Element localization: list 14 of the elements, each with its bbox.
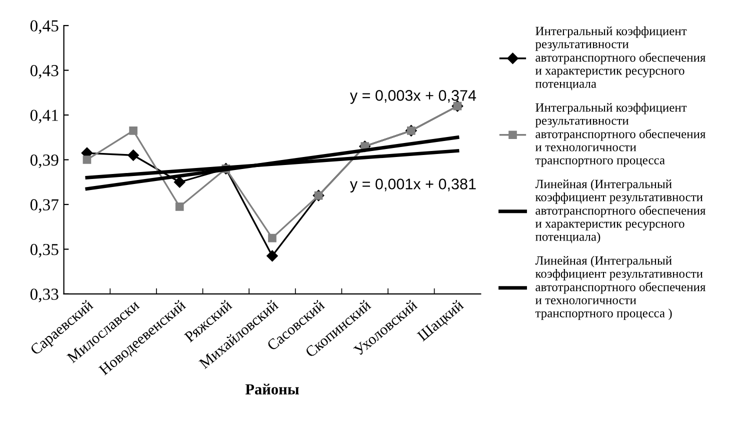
annotation: y = 0,001x + 0,381: [350, 178, 476, 192]
legend-label: Линейная (Интегральный коэффициент результативности автотранспортного обеспечения и технологичности транспортного процесса ): [535, 256, 706, 320]
legend-label: Интегральный коэффициент результативности автотранспортного обеспечения и технологичности транспортного процесса: [535, 102, 706, 167]
annotation: y = 0,003x + 0,374: [350, 90, 476, 104]
y-tick-label: 0,45: [30, 20, 58, 34]
y-tick-label: 0,35: [30, 244, 58, 258]
legend-label: Интегральный коэффициент результативности автотранспортного обеспечения и характеристик ресурсного потенциала: [535, 26, 706, 90]
y-tick-label: 0,43: [30, 64, 58, 79]
y-tick-label: 0,41: [30, 110, 58, 124]
y-tick-label: 0,37: [30, 199, 58, 213]
y-tick-label: 0,33: [30, 288, 58, 302]
legend-label: Линейная (Интегральный коэффициент результативности автотранспортного обеспечения и характеристик ресурсного потенциала): [535, 179, 706, 244]
y-tick-label: 0,39: [30, 154, 58, 168]
x-axis-title: Районы: [245, 384, 299, 394]
